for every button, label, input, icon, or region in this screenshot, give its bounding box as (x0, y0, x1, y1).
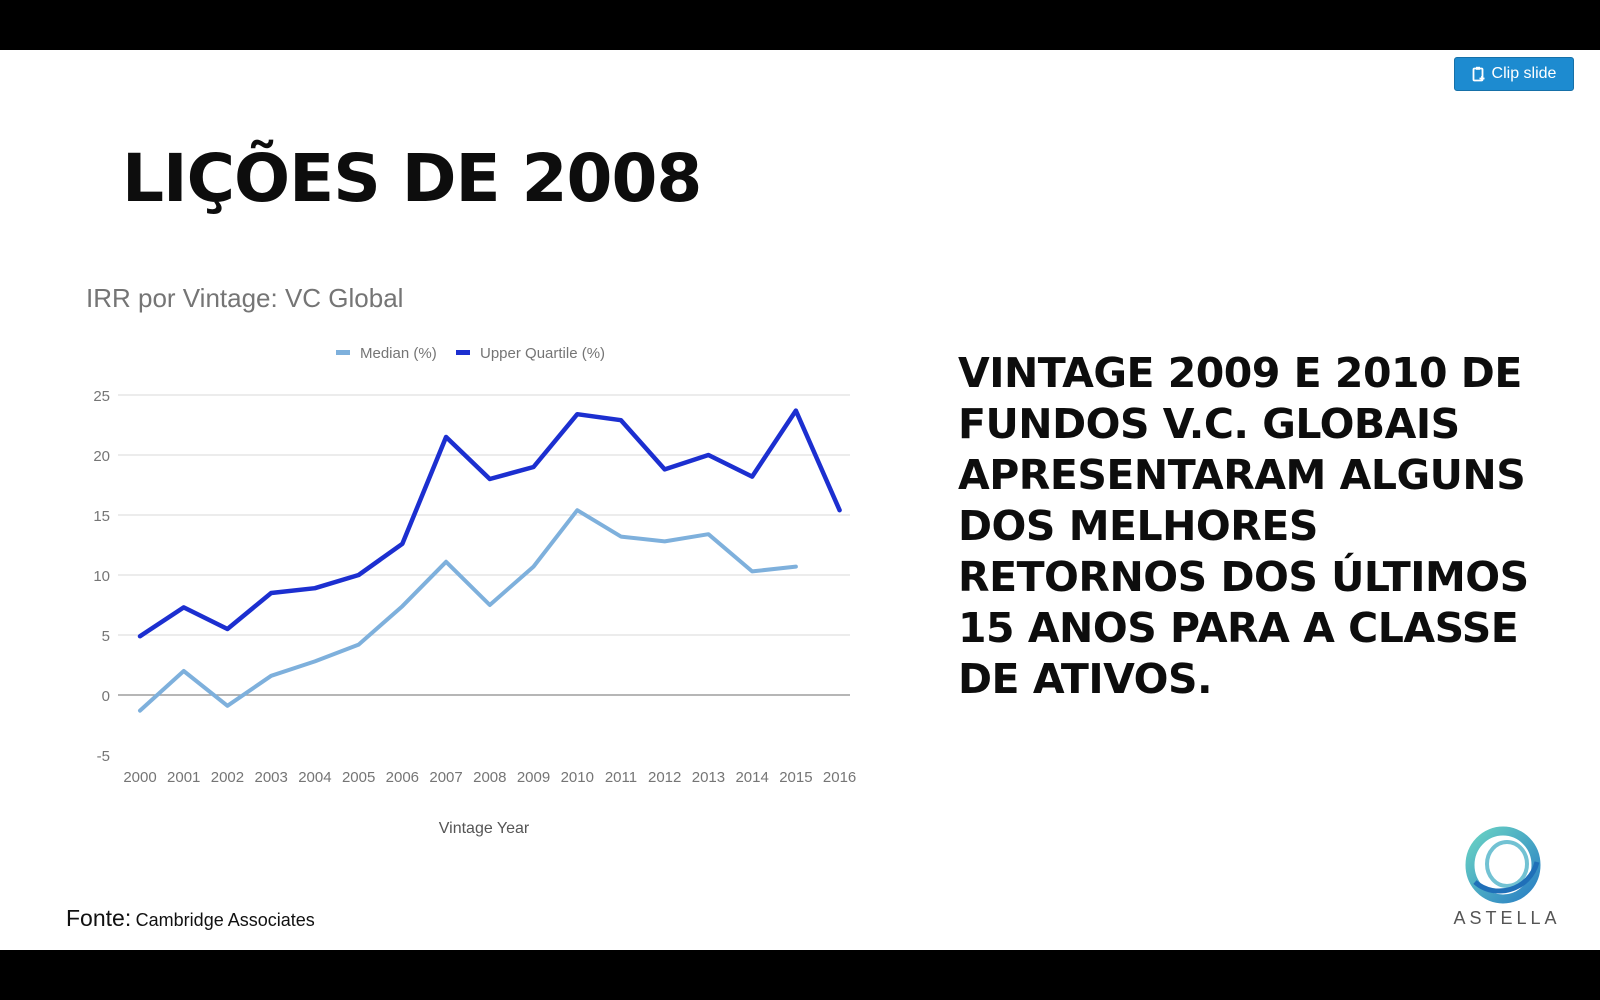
y-tick-label: -5 (97, 748, 110, 765)
clip-slide-label: Clip slide (1491, 65, 1557, 82)
x-tick-label: 2004 (298, 769, 331, 786)
x-tick-label: 2008 (473, 769, 506, 786)
x-tick-label: 2003 (254, 769, 287, 786)
slide-title: LIÇÕES DE 2008 (122, 140, 702, 217)
x-tick-label: 2000 (123, 769, 156, 786)
legend-swatch (336, 350, 350, 355)
x-tick-label: 2009 (517, 769, 550, 786)
y-tick-label: 25 (93, 388, 110, 405)
y-tick-label: 0 (102, 688, 110, 705)
y-tick-label: 20 (93, 448, 110, 465)
clipboard-icon (1472, 66, 1485, 82)
source-label: Fonte: (66, 905, 132, 931)
legend-label: Median (%) (360, 345, 437, 362)
x-tick-label: 2016 (823, 769, 856, 786)
legend-swatch (456, 350, 470, 355)
x-tick-label: 2013 (692, 769, 725, 786)
source-citation: Fonte: Cambridge Associates (66, 905, 315, 932)
logo-text: ASTELLA (1453, 908, 1561, 928)
y-tick-label: 10 (93, 568, 110, 585)
irr-line-chart: -5 0 5 10 15 20 25 2000 2001 2002 2003 2004 2005 2006… (93, 345, 856, 837)
slide-body-text: VINTAGE 2009 E 2010 DE FUNDOS V.C. GLOBA… (958, 349, 1529, 703)
slide: Clip slide LIÇÕES DE 2008 IRR por Vintag… (0, 50, 1600, 950)
astella-logo-icon (1465, 826, 1541, 904)
x-axis-title: Vintage Year (439, 820, 530, 837)
legend-label: Upper Quartile (%) (480, 345, 605, 362)
y-tick-label: 5 (102, 628, 110, 645)
y-tick-label: 15 (93, 508, 110, 525)
x-tick-label: 2011 (605, 769, 637, 786)
x-tick-label: 2001 (167, 769, 200, 786)
clip-slide-button[interactable]: Clip slide (1454, 57, 1574, 91)
chart-title: IRR por Vintage: VC Global (86, 283, 404, 313)
x-tick-label: 2005 (342, 769, 375, 786)
x-tick-label: 2002 (211, 769, 244, 786)
x-tick-label: 2015 (779, 769, 812, 786)
x-tick-label: 2010 (561, 769, 594, 786)
upper-quartile-series-line (137, 408, 842, 639)
x-tick-label: 2012 (648, 769, 681, 786)
x-tick-label: 2007 (429, 769, 462, 786)
x-tick-label: 2014 (735, 769, 768, 786)
source-name: Cambridge Associates (135, 910, 315, 930)
x-tick-label: 2006 (386, 769, 419, 786)
median-series-line (138, 508, 798, 713)
